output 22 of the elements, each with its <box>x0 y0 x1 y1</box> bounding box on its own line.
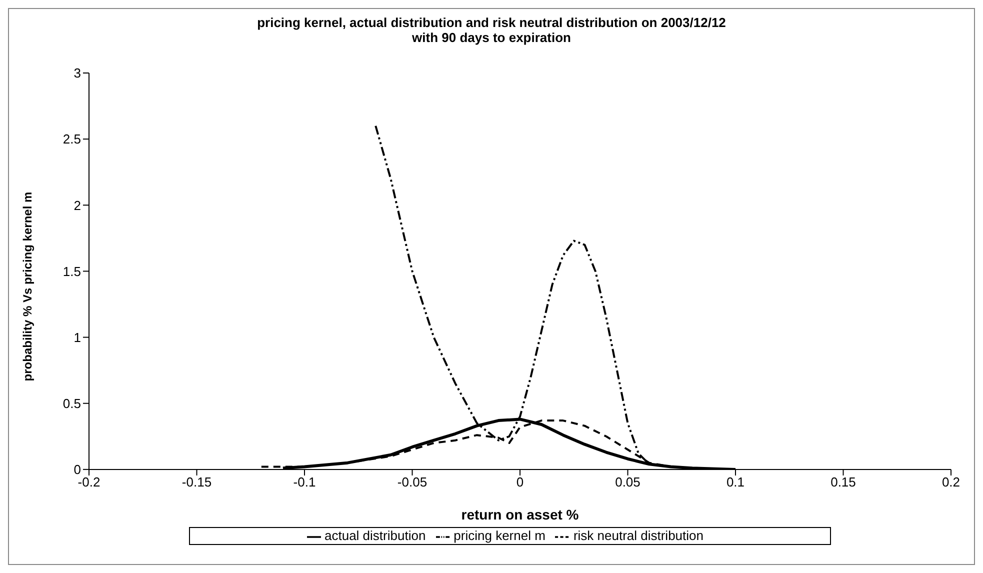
y-tick-label: 1 <box>74 330 81 345</box>
y-tick-label: 1.5 <box>62 264 81 279</box>
chart-title: pricing kernel, actual distribution and risk neutral distribution on 2003/12/12 with 90 days to expiration <box>256 15 727 45</box>
x-tick-label: 0.2 <box>942 474 960 490</box>
y-tick-label: 2.5 <box>62 132 81 147</box>
legend-label: risk neutral distribution <box>573 528 704 544</box>
y-axis-title: probability % Vs pricing kernel m <box>20 192 34 382</box>
y-tick-label: 0.5 <box>62 396 81 411</box>
x-tick-label: 0.1 <box>726 474 745 490</box>
y-tick-label: 0 <box>74 462 81 478</box>
x-tick-label: -0.1 <box>293 474 316 490</box>
x-axis-title: return on asset % <box>461 506 580 522</box>
x-tick-label: 0 <box>516 474 524 490</box>
x-tick-label: 0.15 <box>830 474 856 490</box>
y-tick-label: 3 <box>74 66 81 81</box>
x-tick-label: -0.2 <box>78 474 100 490</box>
legend-label: actual distribution <box>324 528 426 544</box>
x-tick-label: 0.05 <box>615 474 640 490</box>
x-tick-label: -0.15 <box>182 474 212 490</box>
y-tick-label: 2 <box>74 198 81 213</box>
x-tick-label: -0.05 <box>397 474 428 490</box>
legend-label: pricing kernel m <box>454 528 546 544</box>
